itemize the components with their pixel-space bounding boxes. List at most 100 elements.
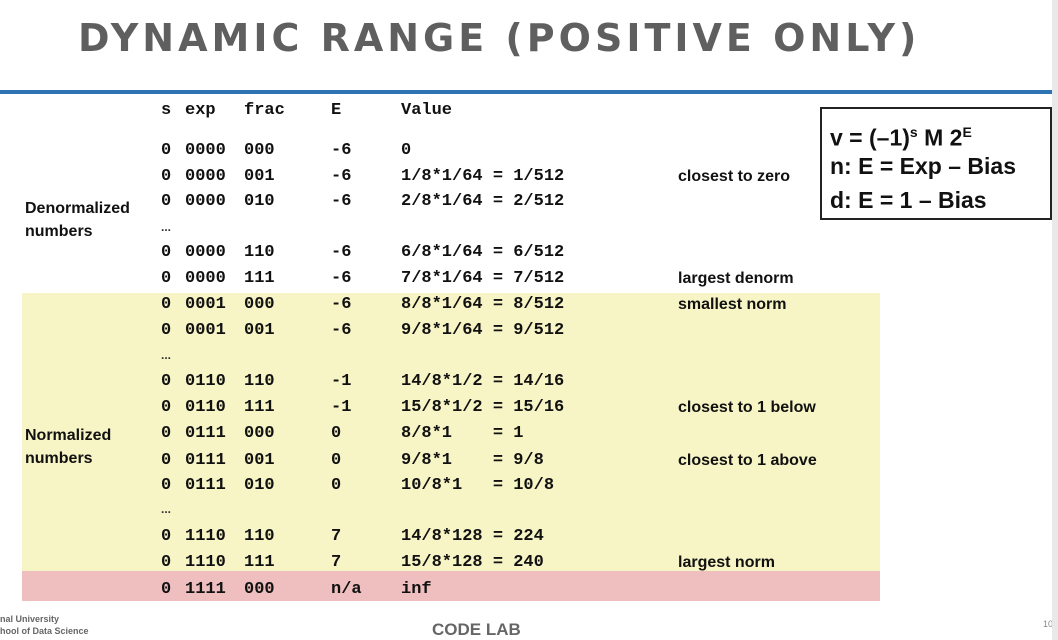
cell-frac: 001 (244, 167, 275, 186)
ellipsis-norm-1: ... (161, 348, 172, 362)
cell-frac: 010 (244, 476, 275, 495)
table-row: 0 0111 001 0 9/8*1 = 9/8 closest to 1 above (0, 448, 1058, 474)
denormalized-label-line2: numbers (25, 223, 93, 240)
formula-v-prefix: v = (–1) (830, 124, 910, 151)
cell-s: 0 (161, 192, 172, 211)
cell-exp: 0111 (185, 451, 226, 470)
cell-frac: 110 (244, 243, 275, 262)
row-note: closest to zero (678, 168, 791, 185)
row-note: closest to 1 below (678, 399, 816, 416)
header-exp: exp (185, 101, 216, 120)
right-edge (1052, 0, 1058, 640)
cell-frac: 000 (244, 424, 275, 443)
table-header: s exp frac E Value (0, 98, 1058, 124)
footer-code-lab: CODE LAB (432, 620, 521, 639)
cell-exp: 1110 (185, 553, 226, 572)
table-row: 0 0000 111 -6 7/8*1/64 = 7/512 largest denorm (0, 266, 1058, 292)
normalized-label-line1: Normalized (25, 427, 112, 444)
cell-value: 7/8*1/64 = 7/512 (401, 269, 565, 288)
cell-s: 0 (161, 476, 172, 495)
table-row: 0 0000 000 -6 0 (0, 138, 1058, 164)
header-s: s (161, 101, 172, 120)
cell-exp: 0000 (185, 167, 226, 186)
page-number: 10 (1043, 619, 1054, 629)
cell-s: 0 (161, 451, 172, 470)
formula-line-2: n: E = Exp – Bias (830, 153, 1016, 179)
header-frac: frac (244, 101, 285, 120)
cell-value: 6/8*1/64 = 6/512 (401, 243, 565, 262)
cell-e: -6 (331, 321, 352, 340)
ellipsis-norm-2: ... (161, 502, 172, 516)
denormalized-label-line1: Denormalized (25, 200, 130, 217)
table-row: 0 0000 010 -6 2/8*1/64 = 2/512 (0, 189, 1058, 215)
cell-s: 0 (161, 580, 172, 599)
normalized-label: Normalized numbers (25, 424, 145, 470)
table-row: 0 0000 001 -6 1/8*1/64 = 1/512 closest to zer… (0, 164, 1058, 190)
normalized-label-line2: numbers (25, 450, 93, 467)
cell-value: 9/8*1 = 9/8 (401, 451, 544, 470)
slide-title: DYNAMIC RANGE (POSITIVE ONLY) (78, 16, 921, 60)
cell-exp: 0111 (185, 476, 226, 495)
cell-e: -1 (331, 398, 352, 417)
cell-value: 14/8*1/2 = 14/16 (401, 372, 565, 391)
cell-value: 9/8*1/64 = 9/512 (401, 321, 565, 340)
cell-s: 0 (161, 141, 172, 160)
cell-frac: 111 (244, 553, 275, 572)
cell-value: 8/8*1/64 = 8/512 (401, 295, 565, 314)
row-note: smallest norm (678, 296, 787, 313)
denormalized-label: Denormalized numbers (25, 197, 145, 243)
cell-frac: 001 (244, 321, 275, 340)
cell-s: 0 (161, 424, 172, 443)
infinity-highlight (22, 571, 880, 601)
footer-university: nal University hool of Data Science (0, 613, 89, 637)
formula-sup-s: s (909, 124, 918, 140)
cell-e: 0 (331, 476, 342, 495)
cell-exp: 1110 (185, 527, 226, 546)
formula-sup-e: E (962, 124, 972, 140)
cell-e: 7 (331, 527, 342, 546)
cell-s: 0 (161, 167, 172, 186)
cell-value: 10/8*1 = 10/8 (401, 476, 555, 495)
cell-e: 0 (331, 451, 342, 470)
cell-exp: 0000 (185, 269, 226, 288)
cell-value: 8/8*1 = 1 (401, 424, 524, 443)
cell-exp: 0111 (185, 424, 226, 443)
formula-line-3: d: E = 1 – Bias (830, 187, 987, 213)
cell-frac: 110 (244, 527, 275, 546)
normalized-highlight (22, 293, 880, 571)
header-e: E (331, 101, 342, 120)
row-note: largest norm (678, 554, 775, 571)
cell-e: -6 (331, 295, 352, 314)
cell-exp: 0000 (185, 192, 226, 211)
cell-value: 2/8*1/64 = 2/512 (401, 192, 565, 211)
table-row: 0 0001 000 -6 8/8*1/64 = 8/512 smallest norm (0, 292, 1058, 318)
cell-e: -6 (331, 141, 352, 160)
cell-value: 14/8*128 = 224 (401, 527, 544, 546)
cell-value: 0 (401, 141, 412, 160)
cell-e: -6 (331, 269, 352, 288)
cell-e: 0 (331, 424, 342, 443)
footer-university-line1: nal University (0, 614, 60, 624)
cell-e: -6 (331, 167, 352, 186)
cell-s: 0 (161, 295, 172, 314)
formula-line-1: v = (–1)s M 2E (830, 115, 1050, 151)
cell-exp: 0000 (185, 243, 226, 262)
footer-university-line2: hool of Data Science (0, 626, 89, 636)
cell-frac: 000 (244, 295, 275, 314)
cell-exp: 0001 (185, 295, 226, 314)
cell-exp: 0110 (185, 372, 226, 391)
cell-s: 0 (161, 553, 172, 572)
cell-e: -6 (331, 243, 352, 262)
cell-frac: 110 (244, 372, 275, 391)
table-row: 0 1111 000 n/a inf (0, 577, 1058, 603)
cell-e: -1 (331, 372, 352, 391)
cell-value: 15/8*1/2 = 15/16 (401, 398, 565, 417)
cell-e: 7 (331, 553, 342, 572)
cell-value: 15/8*128 = 240 (401, 553, 544, 572)
table-row: 0 0111 010 0 10/8*1 = 10/8 (0, 473, 1058, 499)
cell-value: 1/8*1/64 = 1/512 (401, 167, 565, 186)
cell-s: 0 (161, 527, 172, 546)
row-note: largest denorm (678, 270, 794, 287)
table-row: 0 0001 001 -6 9/8*1/64 = 9/512 (0, 318, 1058, 344)
